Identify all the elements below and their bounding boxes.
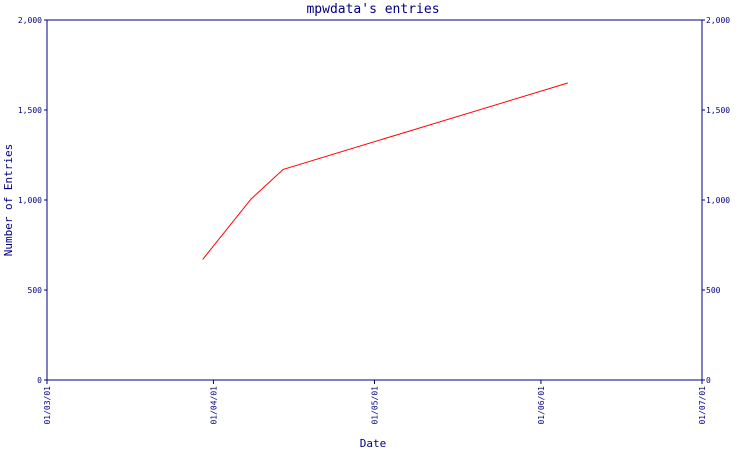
y-tick-label-right: 2,000	[706, 16, 730, 25]
y-tick-label-left: 1,000	[18, 196, 42, 205]
plot-area-frame	[46, 19, 703, 381]
y-axis-left: 0 500 1,000 1,500 2,000	[18, 16, 47, 385]
y-tick-label-right: 1,000	[706, 196, 730, 205]
y-axis-right: 0 500 1,000 1,500 2,000	[702, 16, 730, 385]
y-tick-label-right: 0	[706, 376, 711, 385]
y-tick-label-right: 500	[706, 286, 721, 295]
x-axis: 01/03/01 01/04/01 01/05/01 01/06/01 01/07/01	[43, 380, 707, 425]
y-tick-label-left: 0	[37, 376, 42, 385]
y-tick-label-left: 500	[28, 286, 43, 295]
chart-title: mpwdata's entries	[306, 2, 439, 17]
series-layer	[202, 82, 568, 260]
series-line	[202, 82, 568, 260]
y-tick-label-right: 1,500	[706, 106, 730, 115]
x-tick-label: 01/03/01	[43, 386, 52, 425]
x-tick-label: 01/07/01	[698, 386, 707, 425]
y-axis-label: Number of Entries	[2, 144, 15, 257]
x-tick-label: 01/04/01	[209, 386, 218, 425]
x-tick-label: 01/05/01	[371, 386, 380, 425]
y-tick-label-left: 1,500	[18, 106, 42, 115]
y-tick-label-left: 2,000	[18, 16, 42, 25]
x-tick-label: 01/06/01	[537, 386, 546, 425]
x-axis-label: Date	[360, 437, 387, 450]
